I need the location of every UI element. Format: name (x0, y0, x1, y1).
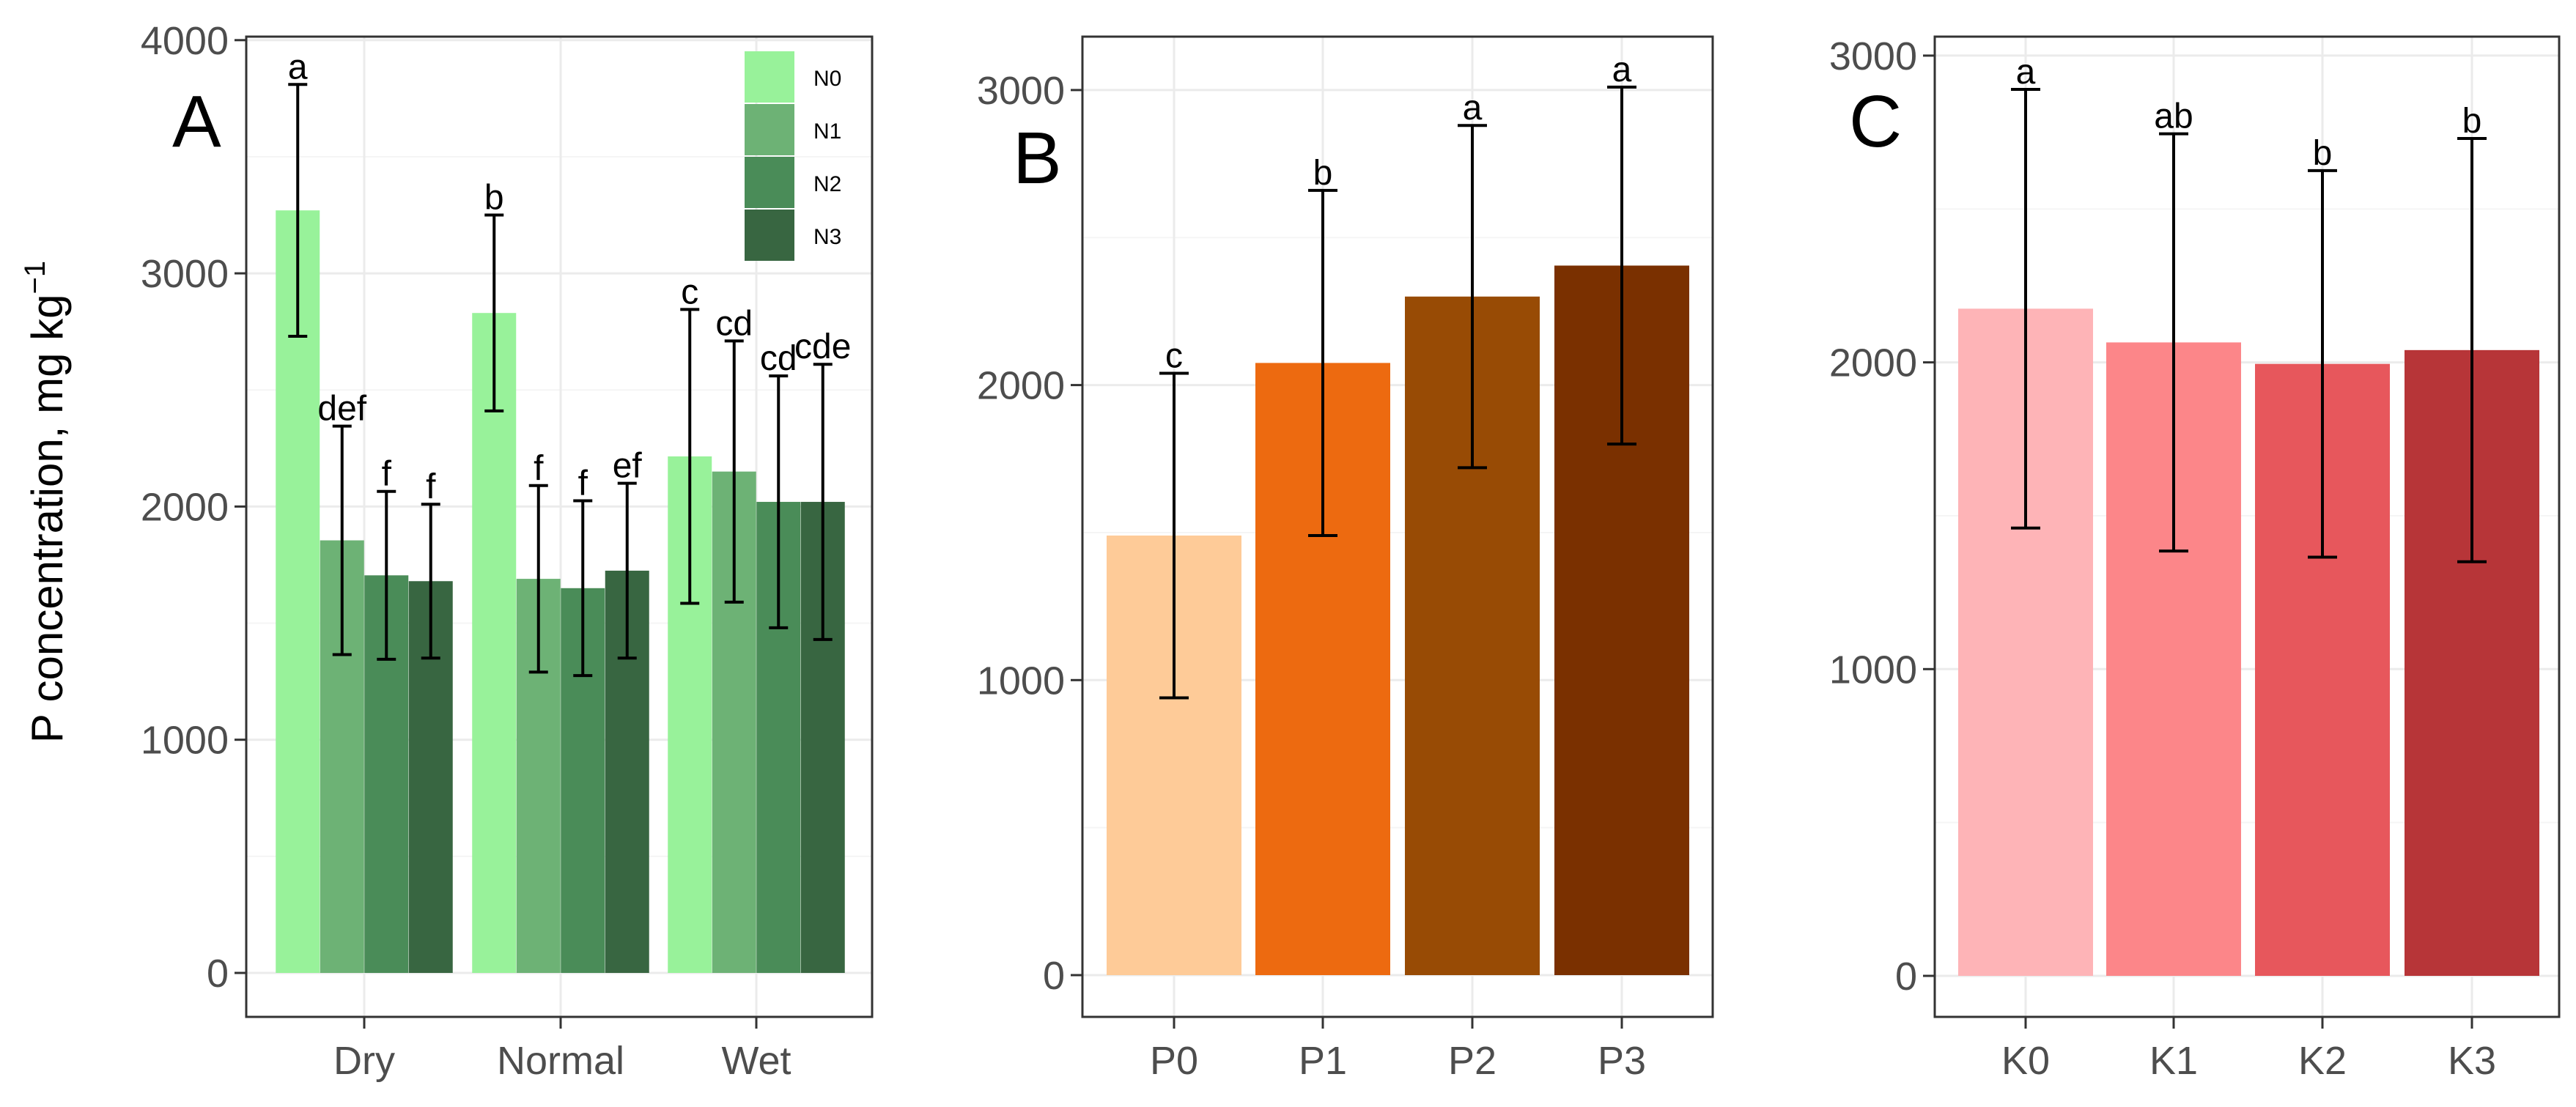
significance-letter: def (317, 390, 366, 429)
significance-letter: ab (2154, 97, 2193, 136)
legend-label: N1 (813, 119, 841, 144)
x-tick-label: K2 (2298, 1039, 2347, 1083)
x-tick-label: K1 (2149, 1039, 2198, 1083)
x-tick-label: Wet (721, 1039, 791, 1083)
y-tick-label: 3000 (141, 252, 229, 296)
y-tick-label: 1000 (977, 659, 1065, 703)
significance-letter: f (426, 467, 436, 506)
legend-key (745, 210, 794, 261)
significance-letter: cd (715, 304, 753, 343)
y-tick-label: 0 (1043, 954, 1065, 998)
x-tick-label: P3 (1598, 1039, 1646, 1083)
panel-a-label: A (172, 81, 221, 163)
legend-label: N3 (813, 225, 841, 249)
y-tick-label: 4000 (141, 19, 229, 63)
bar (472, 313, 517, 973)
significance-letter: f (382, 455, 392, 494)
x-tick-label: Dry (333, 1039, 395, 1083)
significance-letter: a (288, 48, 308, 86)
panel-c-frame (1933, 35, 2561, 1018)
legend-label: N0 (813, 67, 841, 91)
y-tick-label: 0 (1895, 955, 1917, 999)
y-tick-label: 3000 (977, 69, 1065, 113)
y-axis-title: P concentration, mg kg−1 (19, 261, 72, 743)
significance-letter: a (1463, 89, 1483, 127)
significance-letter: b (2313, 134, 2333, 173)
significance-letter: a (2016, 53, 2036, 92)
significance-letter: b (484, 179, 504, 218)
legend-label: N2 (813, 172, 841, 196)
y-tick-label: 0 (207, 952, 229, 996)
significance-letter: a (1612, 51, 1632, 89)
significance-letter: b (1313, 154, 1333, 193)
y-axis-title-superscript: −1 (19, 261, 51, 295)
legend-key (745, 51, 794, 103)
legend: N0 N1 N2 N3 (745, 51, 841, 261)
panel-a-frame (245, 35, 874, 1018)
y-tick-label: 1000 (1829, 648, 1917, 692)
panel-b-label: B (1013, 117, 1062, 199)
significance-letter: cde (794, 327, 851, 366)
significance-letter: b (2462, 102, 2482, 141)
significance-letter: cd (760, 339, 797, 378)
x-tick-label: P1 (1299, 1039, 1347, 1083)
significance-letter: c (681, 273, 698, 311)
significance-letter: ef (613, 447, 643, 486)
x-tick-label: P0 (1150, 1039, 1198, 1083)
panel-c: a ab b b 0 1000 2000 3000 K0 K1 K2 K3 C (1829, 34, 2561, 1083)
legend-key (745, 157, 794, 208)
significance-letter: c (1165, 336, 1183, 375)
x-tick-label: K0 (2001, 1039, 2050, 1083)
significance-letter: f (578, 464, 588, 503)
panel-c-label: C (1849, 81, 1902, 163)
panel-b-frame (1081, 35, 1714, 1018)
y-tick-label: 1000 (141, 719, 229, 763)
y-tick-label: 2000 (977, 364, 1065, 408)
y-tick-label: 2000 (141, 485, 229, 529)
y-tick-label: 2000 (1829, 341, 1917, 385)
panel-b: c b a a 0 1000 2000 3000 P0 P1 P2 P3 B (977, 35, 1714, 1083)
x-tick-label: Normal (497, 1039, 624, 1083)
x-tick-label: P2 (1448, 1039, 1496, 1083)
significance-letter: f (534, 449, 544, 488)
legend-key (745, 104, 794, 155)
y-tick-label: 3000 (1829, 34, 1917, 78)
x-tick-label: K3 (2448, 1039, 2496, 1083)
